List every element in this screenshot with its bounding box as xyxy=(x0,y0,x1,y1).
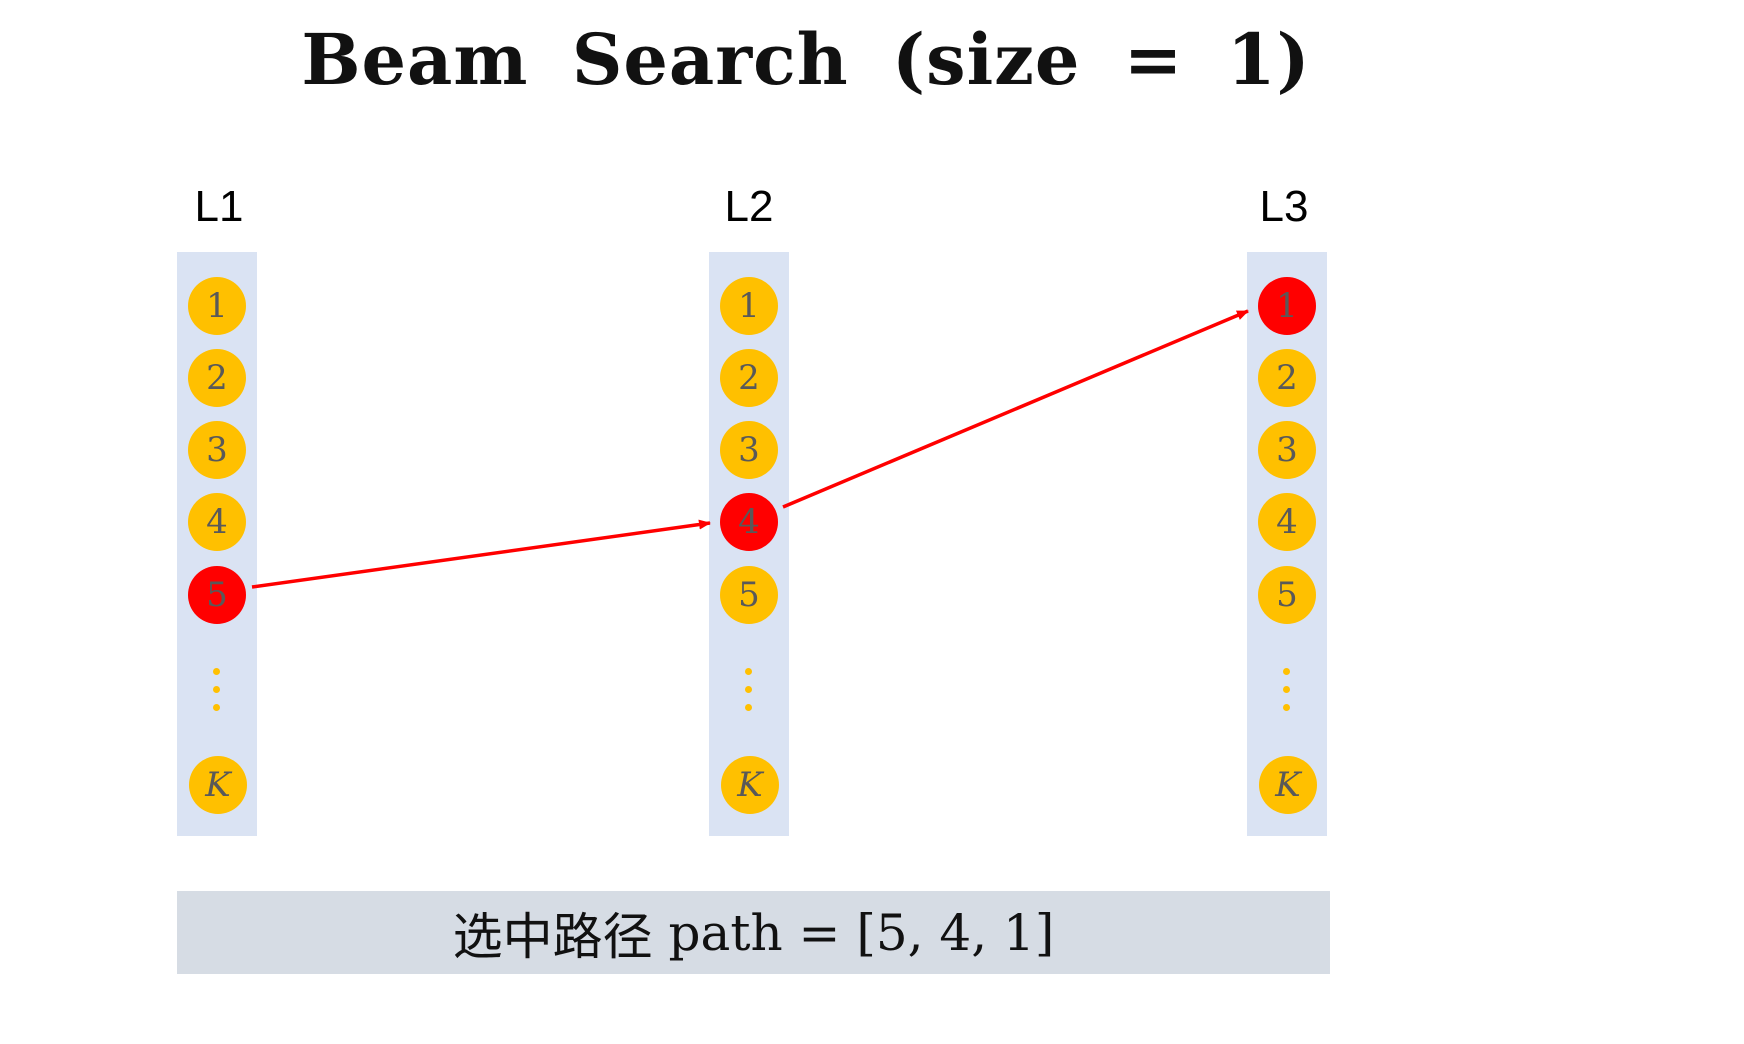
l3-node-3: 3 xyxy=(1258,421,1316,479)
l2-node-1: 1 xyxy=(720,277,778,335)
layer-label-l1: L1 xyxy=(194,182,244,231)
l1-node-2: 2 xyxy=(188,349,246,407)
layer-label-l2: L2 xyxy=(724,182,774,231)
l2-ellipsis xyxy=(743,668,753,716)
diagram-title: Beam Search (size = 1) xyxy=(301,18,1311,101)
l2-node-k: K xyxy=(721,756,779,814)
selected-path-bar: 选中路径 path = [5, 4, 1] xyxy=(177,891,1330,974)
l3-ellipsis xyxy=(1281,668,1291,716)
l2-node-4: 4 xyxy=(720,493,778,551)
l2-node-2: 2 xyxy=(720,349,778,407)
l3-node-5: 5 xyxy=(1258,566,1316,624)
selected-path-expression: path = [5, 4, 1] xyxy=(668,903,1055,962)
layer-label-l3: L3 xyxy=(1259,182,1309,231)
l1-ellipsis xyxy=(211,668,221,716)
l2-node-3: 3 xyxy=(720,421,778,479)
selected-path-label: 选中路径 xyxy=(452,907,653,966)
l3-node-2: 2 xyxy=(1258,349,1316,407)
l3-node-4: 4 xyxy=(1258,493,1316,551)
l1-node-1: 1 xyxy=(188,277,246,335)
l1-node-3: 3 xyxy=(188,421,246,479)
arrow-l1-to-l2 xyxy=(251,519,711,589)
l2-node-5: 5 xyxy=(720,566,778,624)
l3-node-1: 1 xyxy=(1258,277,1316,335)
l1-node-k: K xyxy=(189,756,247,814)
l1-node-4: 4 xyxy=(188,493,246,551)
l3-node-k: K xyxy=(1259,756,1317,814)
arrow-l2-to-l3 xyxy=(782,309,1249,509)
l1-node-5: 5 xyxy=(188,566,246,624)
